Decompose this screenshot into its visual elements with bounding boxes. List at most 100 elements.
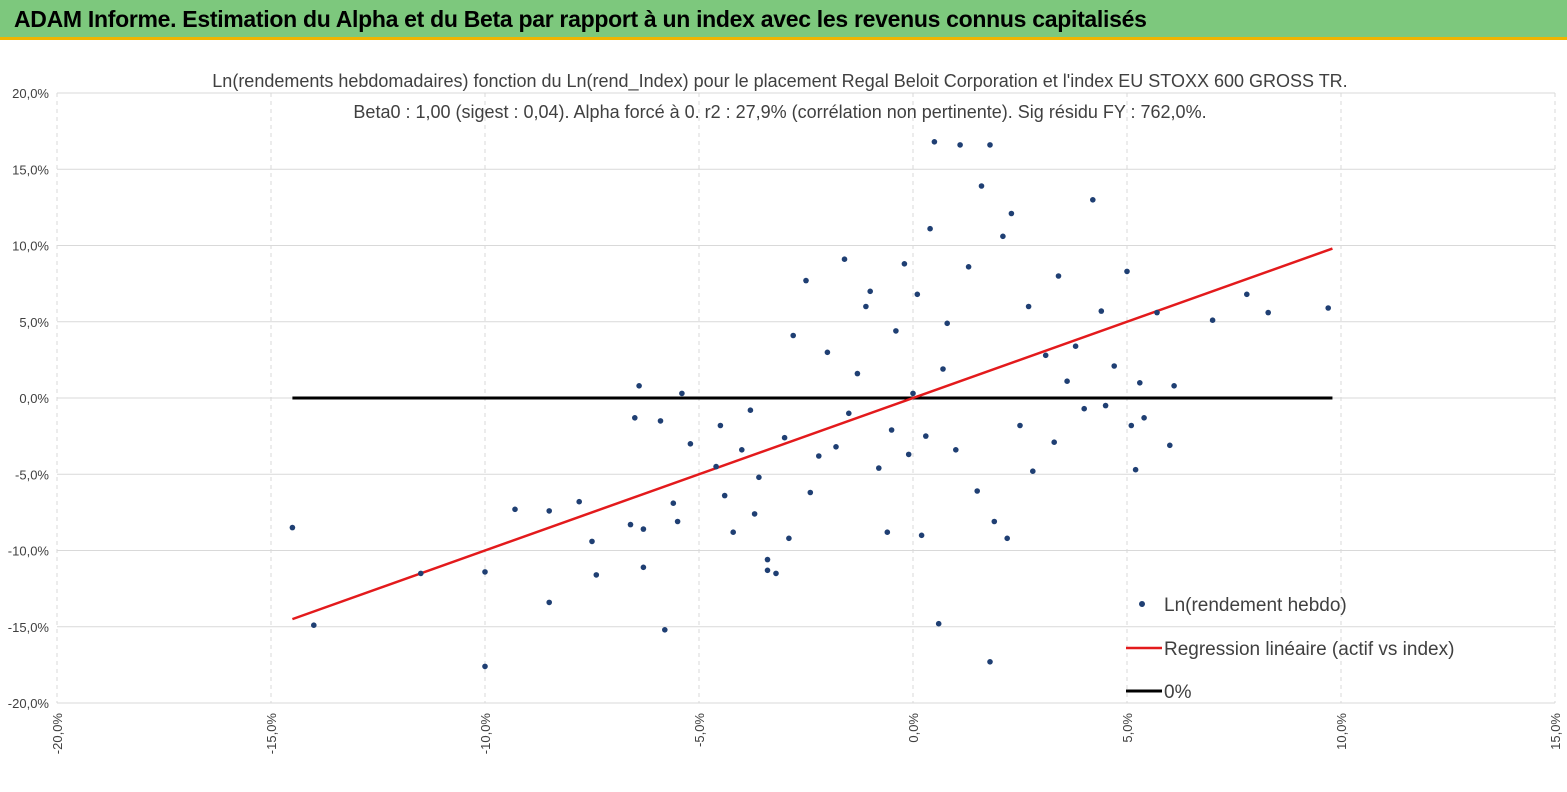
data-point — [910, 390, 916, 397]
data-point — [593, 572, 600, 578]
data-point — [1167, 442, 1173, 449]
data-point — [636, 383, 642, 389]
title-banner: ADAM Informe. Estimation du Alpha et du … — [0, 0, 1567, 40]
data-point — [833, 444, 839, 450]
y-tick-label: -15,0% — [8, 620, 50, 635]
y-tick-label: 20,0% — [12, 86, 49, 101]
data-point — [786, 535, 792, 542]
data-point — [944, 320, 950, 327]
data-point — [773, 570, 779, 577]
x-tick-label: -5,0% — [692, 713, 707, 747]
data-point — [670, 500, 677, 507]
data-point — [987, 142, 993, 148]
scatter-points — [289, 139, 1331, 670]
legend-label-points: Ln(rendement hebdo) — [1164, 595, 1347, 616]
chart-lines — [291, 247, 1333, 621]
data-point — [884, 529, 891, 535]
data-point — [1265, 309, 1271, 316]
data-point — [589, 538, 595, 545]
data-point — [1154, 309, 1160, 316]
data-point — [482, 569, 488, 575]
data-point — [1090, 197, 1096, 203]
data-point — [1325, 305, 1331, 311]
data-point — [931, 139, 938, 145]
data-point — [953, 447, 959, 453]
data-point — [1017, 422, 1023, 429]
y-tick-label: -20,0% — [8, 696, 50, 711]
data-point — [1111, 363, 1117, 369]
data-point — [764, 567, 771, 574]
data-point — [1030, 468, 1036, 475]
data-point — [1102, 402, 1109, 409]
chart-title: Ln(rendements hebdomadaires) fonction du… — [212, 71, 1347, 92]
data-point — [1081, 405, 1087, 412]
x-tick-label: -15,0% — [264, 713, 279, 755]
data-point — [854, 370, 861, 377]
data-point — [816, 453, 822, 459]
data-point — [1171, 383, 1177, 389]
data-point — [846, 410, 852, 417]
data-point — [311, 622, 317, 628]
y-tick-label: 10,0% — [12, 239, 49, 254]
data-point — [747, 407, 754, 414]
data-point — [1055, 273, 1062, 279]
x-tick-label: 15,0% — [1548, 713, 1563, 750]
legend-label-regression: Regression linéaire (actif vs index) — [1164, 639, 1454, 660]
data-point — [1098, 308, 1105, 314]
data-point — [893, 328, 899, 334]
data-point — [935, 620, 942, 627]
data-point — [1000, 233, 1006, 240]
y-tick-label: -5,0% — [15, 467, 49, 482]
data-point — [863, 303, 869, 310]
data-point — [739, 447, 745, 453]
x-tick-label: -20,0% — [50, 713, 65, 755]
data-point — [901, 261, 908, 267]
data-point — [965, 264, 972, 270]
y-tick-label: 15,0% — [12, 162, 49, 177]
data-point — [764, 556, 771, 563]
data-point — [918, 532, 925, 539]
data-point — [867, 288, 873, 295]
data-point — [640, 526, 647, 532]
data-point — [1072, 343, 1079, 350]
data-point — [632, 415, 638, 421]
scatter-chart: Ln(rendements hebdomadaires) fonction du… — [8, 71, 1563, 754]
data-point — [927, 225, 933, 232]
chart-legend: Ln(rendement hebdo) Regression linéaire … — [1126, 595, 1454, 703]
data-point — [1244, 291, 1250, 298]
data-point — [974, 488, 980, 494]
data-point — [807, 489, 814, 496]
data-point — [713, 463, 719, 470]
data-point — [888, 427, 895, 433]
data-point — [679, 390, 685, 397]
data-point — [662, 627, 668, 633]
data-point — [790, 332, 796, 339]
data-point — [1124, 268, 1130, 275]
legend-marker-points — [1139, 601, 1145, 607]
data-point — [1042, 352, 1049, 359]
data-point — [1004, 535, 1010, 542]
data-point — [657, 418, 664, 424]
data-point — [289, 524, 296, 531]
data-point — [627, 521, 634, 528]
data-point — [824, 349, 831, 356]
data-point — [940, 366, 946, 372]
data-point — [687, 441, 694, 447]
data-point — [803, 277, 809, 284]
data-point — [756, 474, 762, 481]
data-point — [781, 434, 788, 441]
data-point — [1137, 380, 1143, 386]
y-tick-label: -10,0% — [8, 544, 50, 559]
data-point — [546, 508, 552, 514]
data-point — [1008, 210, 1015, 217]
data-point — [957, 142, 963, 148]
data-point — [717, 422, 724, 429]
data-point — [640, 564, 647, 571]
data-point — [1132, 466, 1139, 473]
axis-ticks: -20,0% -15,0% -10,0% -5,0% 0,0% 5,0% 10,0% 15,0… — [8, 86, 1563, 754]
x-tick-label: 5,0% — [1120, 713, 1135, 743]
chart-frame: Ln(rendements hebdomadaires) fonction du… — [0, 43, 1567, 787]
data-point — [978, 183, 985, 189]
data-point — [482, 663, 488, 670]
chart-subtitle: Beta0 : 1,00 (sigest : 0,04). Alpha forc… — [353, 102, 1206, 122]
